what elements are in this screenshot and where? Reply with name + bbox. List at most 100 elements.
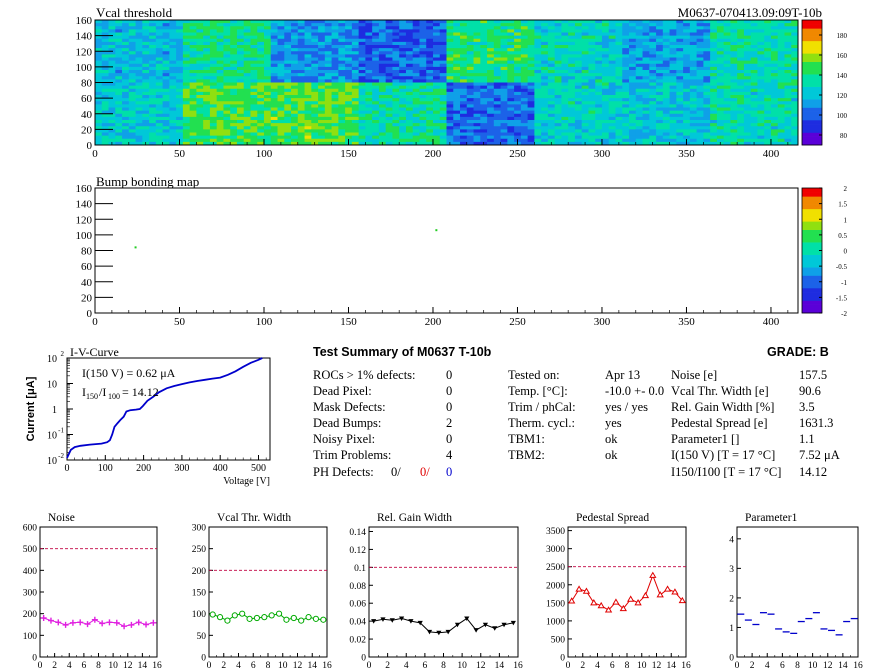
heat-cell bbox=[622, 110, 630, 115]
heat-cell bbox=[784, 51, 792, 55]
heat-cell bbox=[432, 129, 441, 133]
heat-cell bbox=[595, 54, 603, 58]
heat-cell bbox=[405, 76, 414, 80]
heat-cell bbox=[656, 38, 664, 43]
heat-cell bbox=[669, 85, 677, 90]
heat-cell bbox=[122, 82, 130, 87]
heat-cell bbox=[412, 41, 420, 46]
iv-xlabel: Voltage [V] bbox=[223, 476, 270, 487]
heat-cell bbox=[101, 20, 109, 24]
heat-cell bbox=[514, 113, 522, 118]
heat-cell bbox=[439, 132, 447, 137]
heat-cell bbox=[703, 116, 711, 121]
heat-cell bbox=[392, 70, 400, 74]
data-point bbox=[663, 585, 672, 592]
heat-cell bbox=[527, 66, 535, 71]
heat-cell bbox=[547, 95, 556, 99]
heat-cell bbox=[629, 85, 637, 90]
heat-cell bbox=[135, 73, 143, 77]
palette-cell bbox=[802, 221, 822, 226]
heat-cell bbox=[581, 73, 589, 77]
heat-cell bbox=[439, 38, 447, 43]
heat-cell bbox=[568, 129, 576, 133]
heat-cell bbox=[520, 79, 529, 83]
heat-cell bbox=[385, 101, 393, 105]
heat-cell bbox=[581, 23, 589, 27]
heat-cell bbox=[615, 113, 623, 118]
heat-cell bbox=[662, 85, 670, 90]
heat-cell bbox=[743, 48, 752, 52]
heat-cell bbox=[351, 48, 360, 52]
heat-cell bbox=[487, 101, 495, 105]
heat-cell bbox=[108, 91, 116, 96]
heat-cell bbox=[534, 88, 542, 93]
heat-cell bbox=[122, 48, 130, 52]
heat-cell bbox=[297, 26, 305, 30]
heat-cell bbox=[149, 57, 157, 62]
heat-cell bbox=[250, 38, 258, 43]
heat-cell bbox=[466, 63, 474, 68]
heat-cell bbox=[365, 141, 373, 146]
heat-cell bbox=[716, 101, 725, 105]
heat-cell bbox=[453, 76, 461, 80]
heat-cell bbox=[324, 120, 332, 124]
heat-cell bbox=[176, 32, 184, 37]
heat-cell bbox=[297, 120, 305, 124]
heat-cell bbox=[460, 29, 468, 33]
y-tick-label: 140 bbox=[76, 199, 93, 211]
heat-cell bbox=[311, 113, 319, 118]
heat-cell bbox=[203, 88, 211, 93]
heat-cell bbox=[520, 63, 529, 68]
heat-cell bbox=[189, 135, 197, 140]
heat-cell bbox=[399, 60, 407, 65]
heat-cell bbox=[95, 101, 103, 105]
heat-cell bbox=[203, 70, 211, 74]
heat-cell bbox=[378, 101, 387, 105]
heat-cell bbox=[716, 54, 725, 58]
heat-cell bbox=[595, 51, 603, 55]
heat-cell bbox=[507, 91, 515, 96]
heat-cell bbox=[439, 135, 447, 140]
heat-cell bbox=[656, 141, 664, 146]
heat-cell bbox=[128, 98, 136, 102]
heat-cell bbox=[304, 95, 312, 99]
heat-cell bbox=[426, 26, 434, 30]
heat-cell bbox=[730, 51, 738, 55]
summary-row: TBM1: ok bbox=[508, 431, 668, 447]
heat-cell bbox=[122, 70, 130, 74]
heat-cell bbox=[155, 63, 163, 68]
heat-cell bbox=[257, 51, 265, 55]
heat-cell bbox=[345, 51, 353, 55]
heat-cell bbox=[493, 54, 501, 58]
heat-cell bbox=[372, 85, 380, 90]
heat-cell bbox=[223, 35, 231, 40]
heat-cell bbox=[662, 70, 670, 74]
heat-cell bbox=[568, 45, 576, 49]
heat-cell bbox=[230, 76, 238, 80]
heat-cell bbox=[581, 120, 589, 124]
heat-cell bbox=[777, 54, 785, 58]
heat-cell bbox=[743, 91, 752, 96]
heat-cell bbox=[203, 76, 211, 80]
heat-cell bbox=[439, 120, 447, 124]
heat-cell bbox=[311, 57, 319, 62]
data-point bbox=[298, 617, 305, 624]
heat-cell bbox=[331, 135, 339, 140]
heat-cell bbox=[487, 38, 495, 43]
heat-cell bbox=[236, 98, 245, 102]
heat-cell bbox=[757, 107, 765, 112]
heat-cell bbox=[507, 60, 515, 65]
heat-cell bbox=[250, 138, 258, 143]
heat-cell bbox=[642, 82, 650, 87]
heat-cell bbox=[392, 132, 400, 137]
heat-cell bbox=[432, 85, 441, 90]
heat-cell bbox=[378, 63, 387, 68]
heat-cell bbox=[520, 110, 529, 115]
heat-cell bbox=[777, 20, 785, 24]
heat-cell bbox=[304, 79, 312, 83]
heat-cell bbox=[385, 63, 393, 68]
heat-cell bbox=[520, 20, 529, 24]
heat-cell bbox=[696, 110, 704, 115]
heat-cell bbox=[696, 41, 704, 46]
heat-cell bbox=[466, 107, 474, 112]
